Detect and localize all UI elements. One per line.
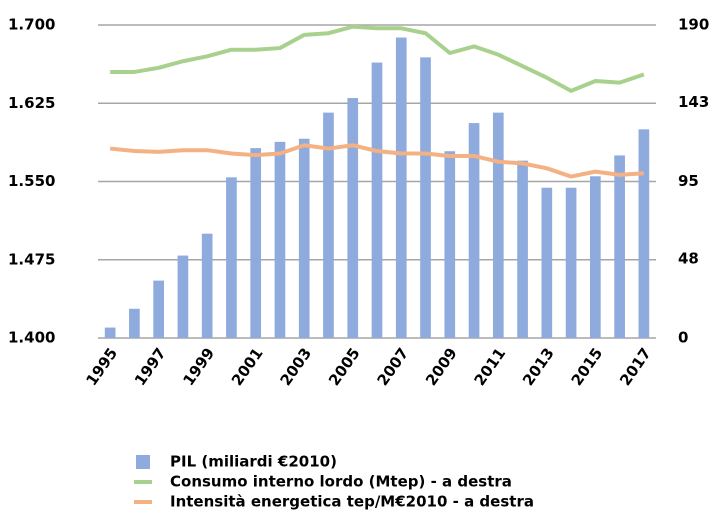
x-tick-label: 2005: [325, 345, 364, 390]
bar: [638, 129, 650, 338]
x-tick-label: 2009: [422, 345, 461, 390]
x-tick-label: 1995: [82, 345, 121, 390]
bar: [395, 37, 407, 339]
legend-label: PIL (miliardi €2010): [170, 453, 337, 471]
bar: [298, 138, 310, 338]
bar: [614, 155, 625, 338]
bar: [347, 98, 359, 339]
bar: [517, 160, 528, 338]
y-tick-label: 1.550: [8, 172, 55, 190]
bar: [541, 187, 553, 338]
line: [110, 24, 645, 93]
bar: [468, 123, 480, 338]
x-tick-label: 2011: [471, 345, 510, 390]
bar: [590, 176, 601, 338]
bar: [492, 112, 504, 338]
x-tick-label: 2007: [374, 345, 413, 390]
bar: [274, 141, 286, 338]
legend-label: Intensità energetica tep/M€2010 - a dest…: [170, 493, 534, 511]
x-tick-label: 2017: [616, 345, 655, 390]
bar: [323, 112, 334, 338]
y2-tick-label: 190: [678, 16, 709, 34]
line: [109, 143, 645, 179]
y-tick-label: 1.400: [8, 329, 55, 347]
bar: [226, 177, 237, 338]
x-tick-label: 1999: [179, 345, 218, 390]
x-tick-label: 2001: [228, 345, 267, 390]
x-tick-label: 2013: [519, 345, 558, 390]
y2-tick-label: 143: [678, 93, 709, 111]
bar: [104, 327, 116, 338]
x-tick-label: 1997: [131, 345, 170, 390]
bar: [153, 280, 164, 338]
bar: [420, 57, 431, 339]
bar: [177, 255, 189, 338]
y2-tick-label: 95: [678, 172, 699, 190]
x-tick-label: 2015: [568, 345, 607, 390]
bar: [444, 151, 456, 338]
bar: [250, 148, 262, 338]
bar: [565, 187, 577, 338]
y-tick-label: 1.475: [8, 250, 55, 268]
legend-swatch: [136, 455, 150, 469]
legend-label: Consumo interno lordo (Mtep) - a destra: [170, 473, 512, 491]
y2-tick-label: 0: [678, 329, 688, 347]
y-tick-label: 1.625: [8, 94, 55, 112]
y-tick-label: 1.700: [8, 16, 55, 34]
bar: [371, 62, 383, 339]
bar: [201, 233, 213, 338]
x-tick-label: 2003: [276, 345, 315, 390]
bar: [129, 308, 140, 338]
y2-tick-label: 48: [678, 249, 699, 267]
